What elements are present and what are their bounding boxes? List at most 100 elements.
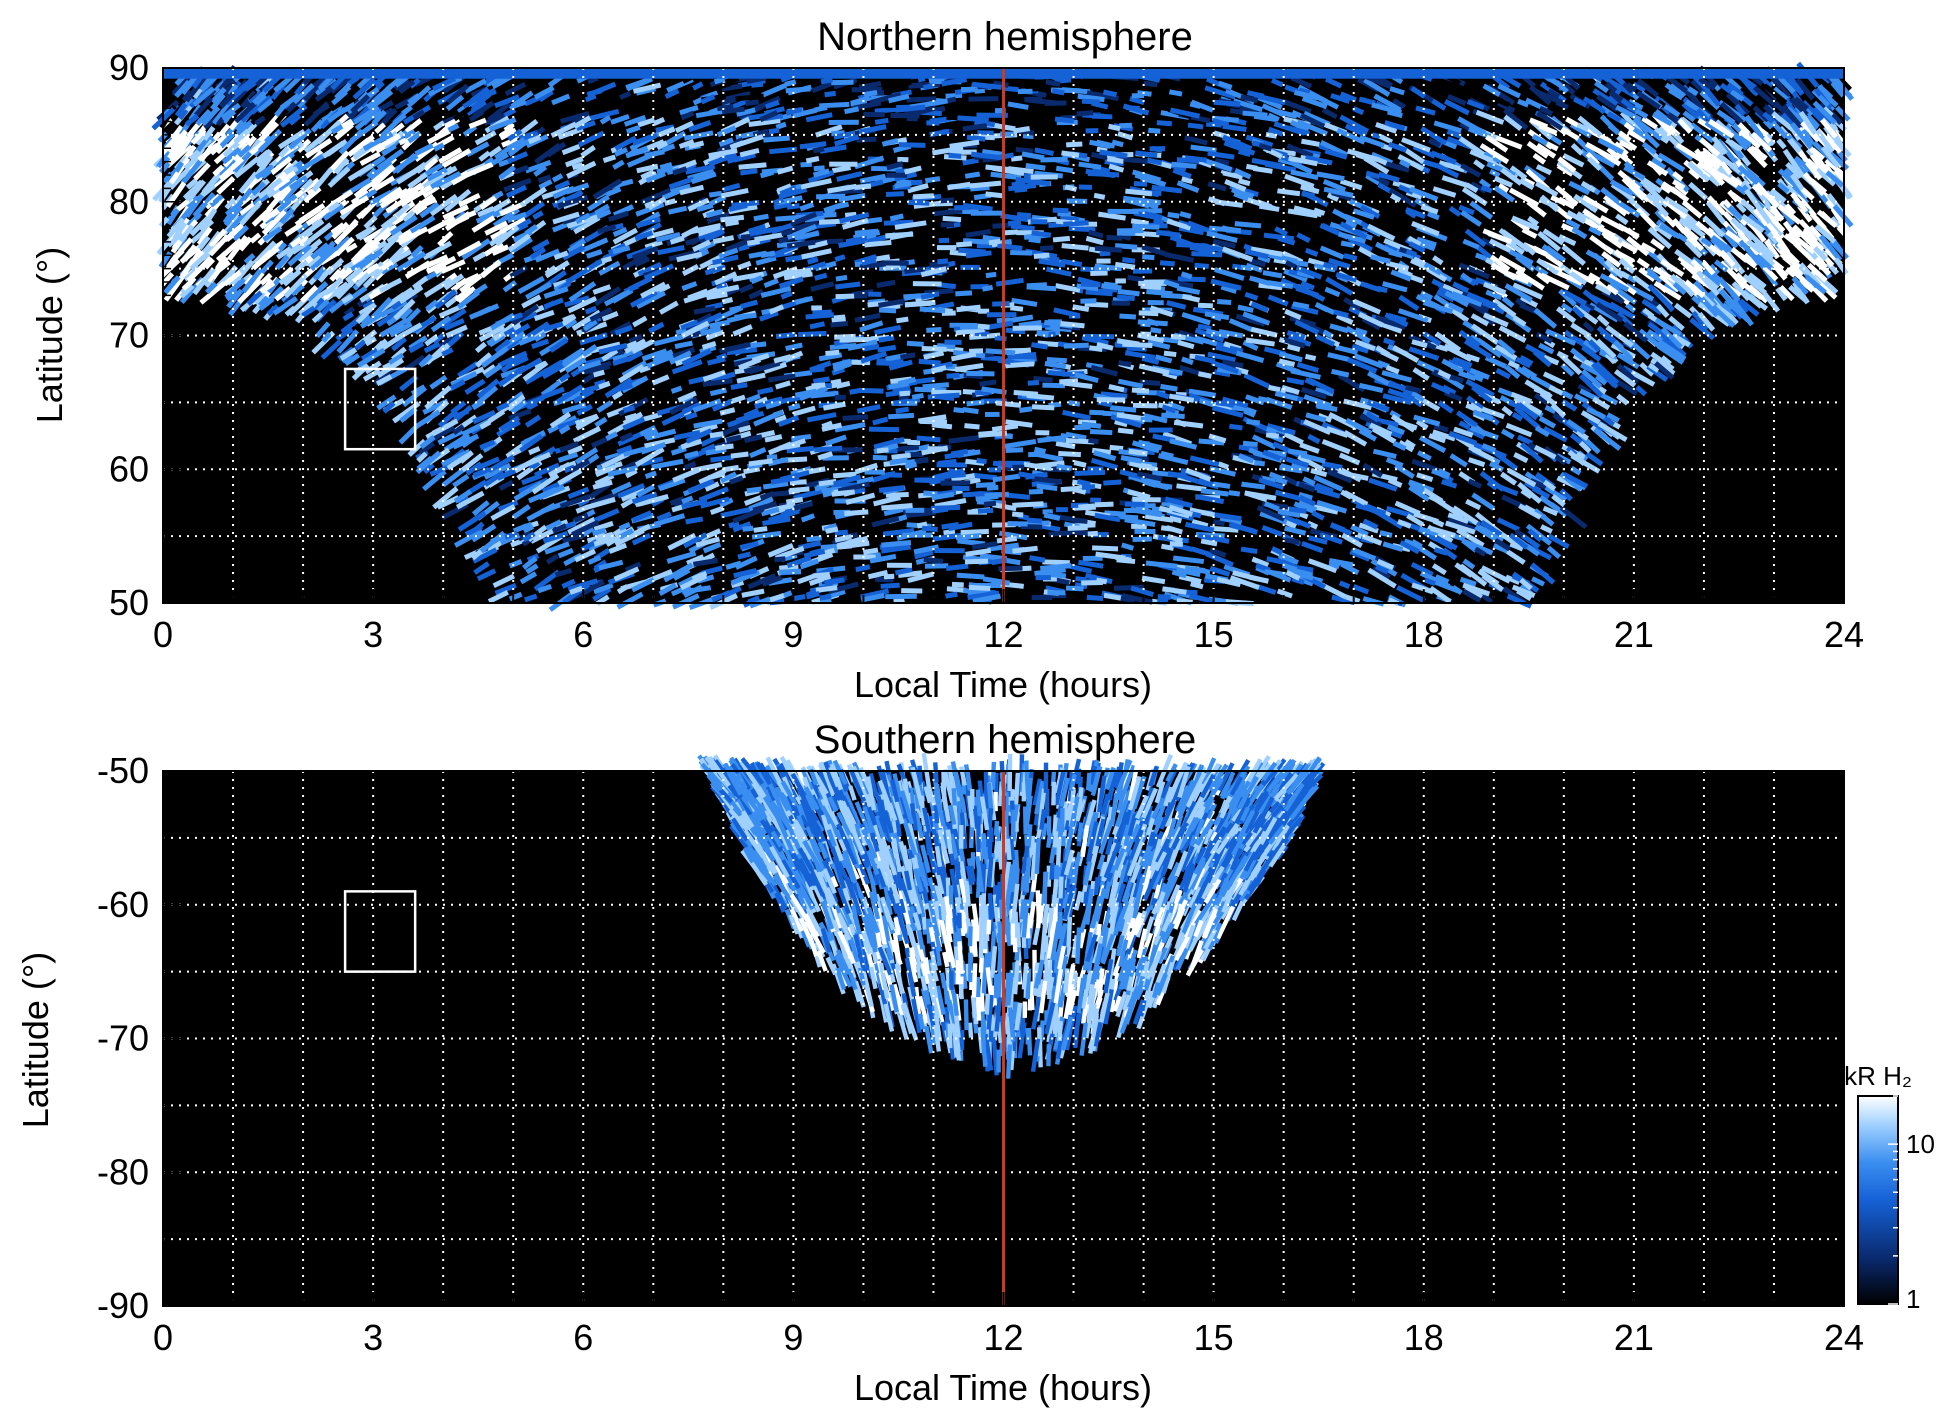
emission-streak (640, 188, 672, 205)
emission-streak (897, 156, 909, 163)
emission-streak (1480, 237, 1497, 249)
emission-streak (1392, 180, 1415, 191)
emission-streak (1256, 584, 1277, 595)
emission-streak (1031, 594, 1053, 601)
emission-streak (1497, 183, 1510, 193)
emission-streak (637, 117, 656, 128)
emission-streak (1082, 555, 1103, 562)
emission-streak (452, 473, 470, 488)
emission-streak (1415, 105, 1436, 116)
emission-streak (924, 563, 949, 569)
emission-streak (1025, 162, 1046, 171)
emission-streak (551, 173, 564, 183)
emission-streak (1031, 404, 1055, 411)
emission-streak (1085, 128, 1099, 134)
emission-streak (1140, 416, 1153, 423)
emission-streak (602, 154, 617, 164)
emission-streak (1190, 546, 1212, 558)
emission-streak (1583, 332, 1605, 352)
emission-streak (1168, 89, 1183, 97)
emission-streak (1035, 430, 1050, 436)
emission-streak (1429, 97, 1447, 111)
emission-streak (594, 203, 610, 216)
emission-streak (1044, 324, 1072, 333)
emission-streak (1015, 146, 1034, 154)
emission-streak (1065, 585, 1084, 592)
emission-streak (636, 163, 659, 174)
emission-streak (189, 226, 210, 245)
emission-streak (1056, 507, 1068, 513)
emission-streak (1410, 85, 1427, 99)
emission-streak (425, 255, 457, 275)
emission-streak (1267, 112, 1280, 122)
emission-streak (1000, 213, 1032, 223)
emission-streak (1627, 98, 1644, 111)
emission-streak (940, 222, 954, 228)
emission-streak (226, 288, 244, 309)
emission-streak (405, 354, 426, 371)
emission-streak (379, 100, 394, 112)
emission-streak (1471, 80, 1488, 92)
emission-streak (1197, 302, 1214, 309)
emission-streak (936, 245, 957, 251)
emission-streak (1741, 179, 1753, 192)
emission-streak (1131, 93, 1145, 99)
emission-streak (966, 370, 995, 377)
emission-streak (1124, 501, 1145, 507)
emission-streak (1106, 234, 1123, 241)
emission-streak (1177, 276, 1206, 283)
emission-streak (909, 452, 924, 458)
emission-streak (998, 565, 1023, 572)
emission-streak (1204, 85, 1236, 100)
emission-streak (1119, 313, 1137, 320)
emission-streak (1140, 321, 1151, 328)
emission-streak (1588, 302, 1619, 323)
emission-streak (1039, 245, 1054, 252)
emission-streak (688, 223, 722, 235)
emission-streak (601, 310, 619, 322)
emission-streak (1067, 525, 1088, 531)
emission-streak (392, 212, 410, 226)
emission-streak (984, 411, 1000, 417)
emission-streak (1107, 208, 1139, 215)
emission-streak (1540, 524, 1553, 534)
emission-streak (243, 253, 256, 265)
emission-streak (1429, 341, 1449, 352)
emission-streak (1624, 302, 1637, 313)
emission-streak (1352, 584, 1370, 595)
emission-streak (1568, 180, 1591, 196)
emission-streak (903, 112, 920, 119)
emission-streak (1011, 511, 1024, 518)
emission-streak (432, 486, 459, 510)
emission-streak (1475, 523, 1505, 542)
emission-streak (533, 164, 548, 177)
emission-streak (521, 97, 551, 120)
emission-streak (767, 456, 789, 467)
emission-streak (473, 561, 490, 575)
emission-streak (1340, 240, 1355, 248)
emission-streak (1386, 505, 1414, 519)
emission-streak (422, 398, 449, 415)
emission-streak (1004, 438, 1037, 449)
emission-streak (541, 186, 571, 200)
emission-streak (708, 190, 723, 198)
emission-streak (968, 96, 999, 102)
emission-streak (658, 477, 686, 492)
emission-streak (792, 405, 816, 417)
emission-streak (560, 110, 590, 124)
emission-streak (1334, 344, 1359, 355)
emission-streak (296, 138, 312, 153)
emission-streak (1132, 536, 1152, 543)
emission-streak (685, 516, 704, 525)
emission-streak (619, 91, 632, 100)
emission-streak (1030, 219, 1048, 225)
emission-streak (964, 558, 989, 565)
emission-streak (1001, 229, 1018, 236)
emission-streak (829, 161, 858, 167)
emission-streak (798, 540, 822, 551)
emission-streak (1465, 379, 1495, 398)
emission-streak (1123, 507, 1138, 514)
emission-streak (960, 86, 976, 93)
emission-streak (775, 331, 796, 339)
emission-streak (775, 121, 787, 130)
